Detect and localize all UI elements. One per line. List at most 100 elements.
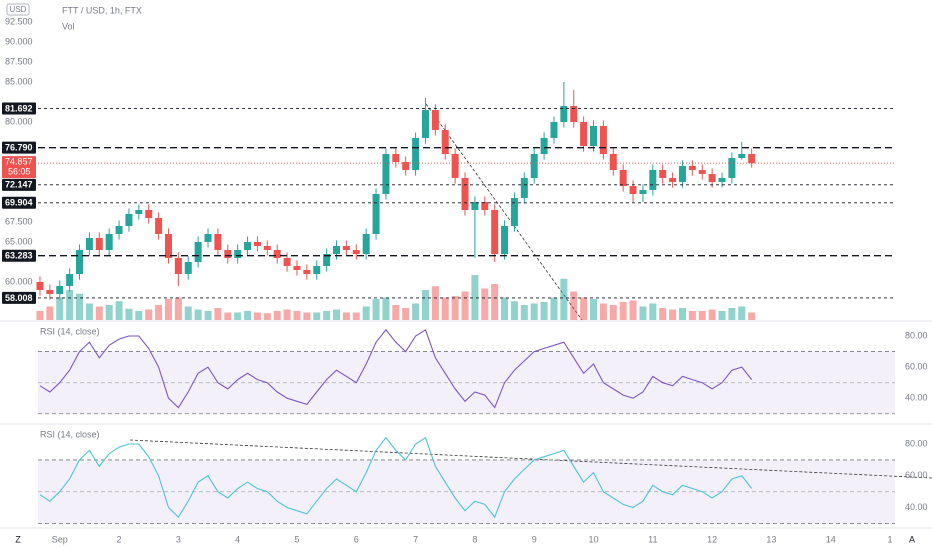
currency[interactable]: USD: [10, 5, 27, 14]
volume-bar: [520, 305, 528, 320]
candle-body: [56, 286, 64, 294]
volume-bar: [461, 291, 469, 320]
volume-bar: [590, 299, 598, 320]
candle-body: [115, 226, 123, 234]
volume-bar: [224, 312, 232, 320]
level-label: 81.692: [5, 103, 33, 113]
volume-bar: [174, 297, 182, 320]
countdown: 56:05: [8, 167, 31, 177]
candle-body: [145, 210, 153, 218]
candle-body: [639, 190, 647, 194]
candle-body: [303, 270, 311, 274]
candle-body: [441, 130, 449, 154]
candle-body: [678, 166, 686, 182]
volume-bar: [629, 300, 637, 320]
candle-body: [234, 250, 242, 258]
candle-body: [184, 262, 192, 274]
candle-body: [283, 258, 291, 266]
candle-body: [76, 250, 84, 274]
candle-body: [698, 170, 706, 174]
volume-bar: [76, 293, 84, 320]
volume-bar: [382, 297, 390, 320]
trend-line[interactable]: [129, 439, 932, 479]
volume-bar: [599, 303, 607, 320]
volume-bar: [718, 311, 726, 320]
volume-bar: [164, 299, 172, 320]
volume-bar: [184, 306, 192, 320]
candle-body: [659, 170, 667, 178]
volume-bar: [560, 278, 568, 320]
volume-bar: [619, 302, 627, 320]
volume-bar: [431, 286, 439, 320]
volume-bar: [402, 308, 410, 320]
x-tick-label: 10: [589, 534, 599, 544]
candle-body: [402, 162, 410, 170]
x-tick-label: 13: [766, 534, 776, 544]
candle-body: [748, 154, 756, 164]
candle-body: [718, 178, 726, 182]
volume-bar: [46, 306, 54, 320]
volume-bar: [155, 305, 163, 320]
level-label-box: [2, 249, 36, 262]
candle-body: [263, 246, 271, 250]
candle-body: [333, 246, 341, 254]
currency-box[interactable]: [6, 3, 30, 16]
volume-bar: [135, 311, 143, 320]
y-tick-label: 92.500: [5, 16, 33, 26]
volume-bar: [639, 306, 647, 320]
volume-bar: [56, 297, 64, 320]
candle-body: [214, 234, 222, 250]
candle-body: [599, 126, 607, 154]
timezone-button[interactable]: Z: [15, 534, 21, 544]
x-tick-label: 14: [826, 534, 836, 544]
volume-bar: [688, 311, 696, 320]
candle-body: [194, 242, 202, 262]
volume-bar: [323, 311, 331, 320]
auto-scale-button[interactable]: A: [909, 534, 915, 544]
candle-body: [95, 238, 103, 250]
volume-bar: [244, 311, 252, 320]
candle-body: [253, 242, 261, 246]
trend-line[interactable]: [425, 103, 583, 321]
volume-bar: [95, 306, 103, 320]
volume-bar: [263, 313, 271, 320]
candle-body: [224, 250, 232, 258]
candle-body: [580, 122, 588, 146]
rsi-legend: RSI (14, close): [40, 326, 100, 336]
candle-body: [313, 266, 321, 274]
volume-bar: [412, 303, 420, 320]
candle-body: [273, 250, 281, 258]
volume-bar: [372, 299, 380, 320]
x-tick-label: 7: [413, 534, 418, 544]
volume-bar: [649, 303, 657, 320]
volume-bar: [738, 306, 746, 320]
candle-body: [36, 282, 44, 290]
x-tick-label: 3: [176, 534, 181, 544]
candle-body: [540, 138, 548, 154]
candle-body: [85, 238, 93, 250]
level-label: 76.790: [5, 143, 33, 153]
y-tick-label: 85.000: [5, 76, 33, 86]
volume-bar: [530, 303, 538, 320]
candle-body: [501, 226, 509, 254]
candle-body: [135, 210, 143, 214]
candle-body: [491, 210, 499, 254]
candle-body: [164, 234, 172, 258]
volume-bar: [273, 311, 281, 320]
level-label-box: [2, 102, 36, 115]
candle-body: [174, 258, 182, 274]
volume-bar: [421, 290, 429, 320]
candle-body: [105, 234, 113, 250]
candle-body: [244, 242, 252, 250]
volume-bar: [669, 309, 677, 320]
candle-body: [629, 186, 637, 194]
candle-body: [431, 110, 439, 130]
candle-body: [708, 174, 716, 182]
candle-body: [570, 106, 578, 122]
level-label-box: [2, 196, 36, 209]
volume-bar: [698, 311, 706, 320]
candle-body: [392, 154, 400, 162]
candle-body: [481, 202, 489, 210]
volume-bar: [659, 308, 667, 320]
